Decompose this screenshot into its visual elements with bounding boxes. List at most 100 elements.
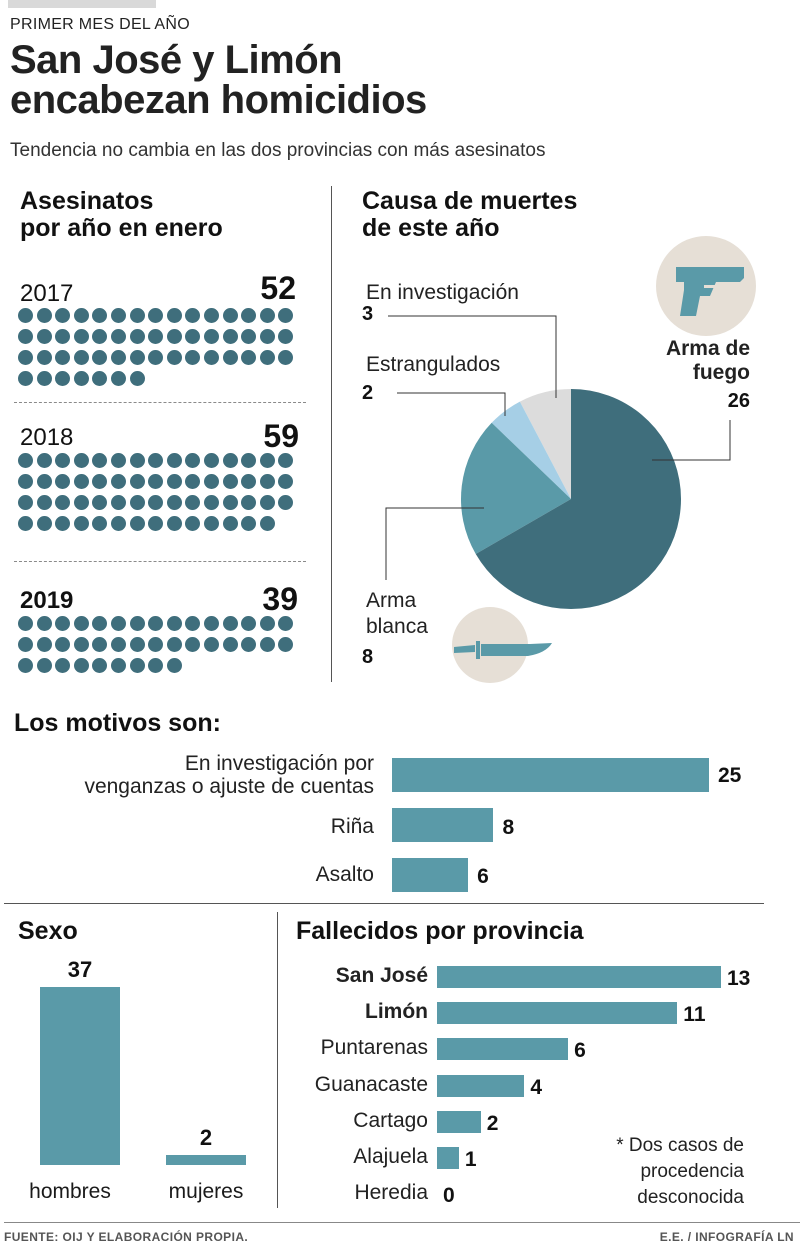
pictogram-dot <box>36 474 52 489</box>
pictogram-dot <box>18 616 33 631</box>
knife-label-line-2: blanca <box>366 615 428 638</box>
title-line-2: encabezan homicidios <box>10 78 427 122</box>
province-value: 0 <box>443 1184 455 1208</box>
pictogram-dot <box>278 637 294 652</box>
motive-value: 6 <box>477 865 489 888</box>
knife-icon <box>454 641 552 659</box>
pictogram-dot <box>185 474 201 489</box>
pictogram-dot <box>166 453 182 468</box>
pictogram-dot <box>129 329 145 344</box>
province-label: Cartago <box>353 1108 428 1132</box>
province-label: Alajuela <box>353 1145 428 1168</box>
leader-line-investigation <box>388 315 557 398</box>
pictogram-dot <box>55 658 71 673</box>
pictogram-dot <box>73 516 89 531</box>
murders-title-line-2: por año en enero <box>20 214 223 242</box>
subtitle: Tendencia no cambia en las dos provincia… <box>10 140 546 161</box>
footnote-line-3: desconocida <box>637 1187 744 1208</box>
pictogram-dot <box>55 371 71 386</box>
pictogram-dot <box>92 516 108 531</box>
pictogram-dot <box>18 474 33 489</box>
pictogram-dot <box>55 453 71 468</box>
pictogram-dot <box>148 516 164 531</box>
dot-grid-2017 <box>18 308 297 386</box>
pictogram-dot <box>92 453 108 468</box>
pictogram-dot <box>55 350 71 365</box>
pictogram-dot <box>129 658 145 673</box>
pictogram-dot <box>18 516 33 531</box>
pictogram-dot <box>185 453 201 468</box>
pictogram-dot <box>241 516 257 531</box>
pictogram-dot <box>36 658 52 673</box>
pictogram-dot <box>203 637 219 652</box>
pictogram-dot <box>110 495 126 510</box>
pictogram-dot <box>203 453 219 468</box>
pictogram-dot <box>222 350 238 365</box>
top-accent-bar <box>8 0 156 8</box>
pie-label-firearm: Arma de fuego <box>644 337 750 385</box>
pie-slices <box>460 389 682 609</box>
pictogram-dot <box>166 350 182 365</box>
motive-label: En investigación por venganzas o ajuste … <box>10 752 374 798</box>
pictogram-dot <box>278 350 294 365</box>
pictogram-dot <box>129 637 145 652</box>
province-bar <box>437 1147 459 1169</box>
pictogram-dot <box>129 516 145 531</box>
sex-value-men: 37 <box>67 957 93 982</box>
pictogram-dot <box>73 453 89 468</box>
motive-bar <box>392 858 469 892</box>
pictogram-dot <box>129 453 145 468</box>
pictogram-dot <box>73 637 89 652</box>
pictogram-dot <box>73 350 89 365</box>
pictogram-dot <box>73 616 89 631</box>
pictogram-dot <box>203 308 219 323</box>
pictogram-dot <box>92 308 108 323</box>
pictogram-dot <box>92 658 108 673</box>
motive-bar <box>392 758 709 792</box>
pie-value-investigation: 3 <box>362 303 374 325</box>
footnote: * Dos casos de procedencia desconocida <box>560 1133 744 1211</box>
pictogram-dot <box>55 329 71 344</box>
pictogram-dot <box>166 516 182 531</box>
pictogram-dot <box>185 616 201 631</box>
province-value: 6 <box>574 1039 586 1063</box>
pictogram-dot <box>110 453 126 468</box>
pictogram-dot <box>203 350 219 365</box>
pictogram-dot <box>185 516 201 531</box>
sex-bar-women <box>166 1155 246 1165</box>
pictogram-dot <box>278 453 294 468</box>
pie-slice-investigation <box>519 389 571 499</box>
divider <box>14 402 306 403</box>
pictogram-dot <box>241 474 257 489</box>
column-divider <box>277 912 278 1208</box>
pictogram-dot <box>241 616 257 631</box>
year-label-2017: 2017 <box>20 280 74 307</box>
pictogram-dot <box>185 637 201 652</box>
pictogram-dot <box>222 453 238 468</box>
pictogram-dot <box>222 329 238 344</box>
pictogram-dot <box>222 308 238 323</box>
pictogram-dot <box>203 616 219 631</box>
divider <box>14 561 306 562</box>
motive-value: 8 <box>502 816 515 839</box>
motives-title: Los motivos son: <box>14 709 221 737</box>
pictogram-dot <box>148 616 164 631</box>
province-bar <box>437 966 721 988</box>
section-divider <box>4 903 764 904</box>
dot-grid-2018 <box>18 453 297 531</box>
province-value: 1 <box>464 1148 477 1171</box>
motive-value: 25 <box>718 764 742 787</box>
title-line-1: San José y Limón <box>10 38 343 82</box>
footer-divider <box>4 1222 800 1223</box>
pictogram-dot <box>129 308 145 323</box>
column-divider <box>331 186 332 682</box>
total-2018: 59 <box>263 418 299 454</box>
pictogram-dot <box>278 495 294 510</box>
pictogram-dot <box>278 616 294 631</box>
pictogram-dot <box>222 516 238 531</box>
pictogram-dot <box>241 453 257 468</box>
pictogram-dot <box>259 453 275 468</box>
pictogram-dot <box>259 637 275 652</box>
cause-title-line-2: de este año <box>362 214 500 242</box>
pictogram-dot <box>203 329 219 344</box>
